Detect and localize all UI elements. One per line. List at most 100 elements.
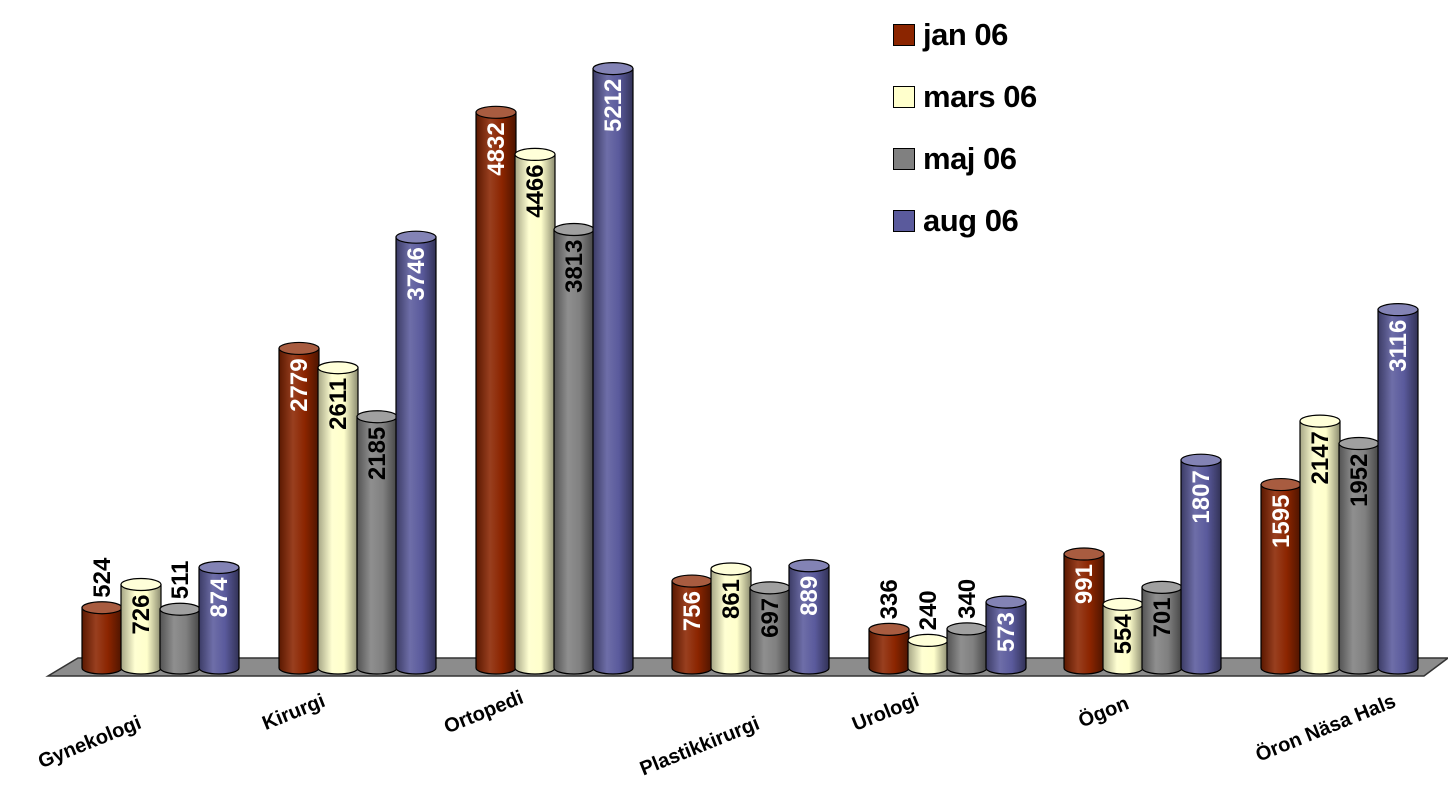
bar-top-plastikkirurgi-maj-06 — [749, 581, 791, 595]
bar-value-label-urologi-jan-06: 336 — [876, 579, 903, 619]
bar-oron-nasa-hals-jan-06: 1595 — [1260, 477, 1302, 675]
bar-urologi-aug-06: 573 — [985, 595, 1027, 675]
bar-body-ortopedi-maj-06 — [553, 228, 595, 675]
bar-body-oron-nasa-hals-aug-06 — [1377, 309, 1419, 675]
bar-value-label-gynekologi-maj-06: 511 — [167, 561, 194, 600]
bar-top-plastikkirurgi-mars-06 — [710, 562, 752, 576]
bar-body-plastikkirurgi-aug-06 — [788, 565, 830, 675]
bar-body-gynekologi-jan-06 — [81, 607, 123, 675]
bar-ortopedi-maj-06: 3813 — [553, 222, 595, 675]
bar-plastikkirurgi-maj-06: 697 — [749, 581, 791, 675]
bar-value-label-gynekologi-mars-06: 726 — [128, 595, 155, 635]
bar-value-label-kirurgi-aug-06: 3746 — [403, 247, 430, 300]
bar-value-label-gynekologi-jan-06: 524 — [89, 557, 116, 598]
bar-top-gynekologi-jan-06 — [81, 601, 123, 615]
category-label-ortopedi: Ortopedi — [441, 687, 527, 739]
bar-body-ogon-aug-06 — [1180, 459, 1222, 675]
bar-value-label-plastikkirurgi-maj-06: 697 — [757, 598, 784, 638]
bar-kirurgi-aug-06: 3746 — [395, 230, 437, 675]
bar-ogon-maj-06: 701 — [1141, 580, 1183, 675]
bar-value-label-ogon-maj-06: 701 — [1149, 597, 1176, 637]
bar-top-ortopedi-jan-06 — [475, 105, 517, 119]
bar-urologi-mars-06: 240 — [907, 590, 949, 675]
category-label-kirurgi: Kirurgi — [259, 690, 328, 735]
bar-value-label-oron-nasa-hals-aug-06: 3116 — [1385, 320, 1412, 372]
category-label-plastikkirurgi: Plastikkirurgi — [637, 713, 763, 781]
bar-value-label-kirurgi-jan-06: 2779 — [286, 358, 313, 411]
legend-label-mars-06: mars 06 — [923, 79, 1037, 114]
bar-top-gynekologi-maj-06 — [159, 602, 201, 616]
bar-plastikkirurgi-mars-06: 861 — [710, 562, 752, 675]
bar-value-label-plastikkirurgi-jan-06: 756 — [679, 591, 706, 631]
bar-top-kirurgi-jan-06 — [278, 341, 320, 356]
bar-urologi-maj-06: 340 — [946, 579, 988, 675]
bar-top-ogon-mars-06 — [1102, 597, 1144, 611]
bar-top-gynekologi-aug-06 — [198, 560, 240, 575]
bar-body-kirurgi-aug-06 — [395, 236, 437, 675]
bar-value-label-ogon-aug-06: 1807 — [1188, 470, 1215, 523]
bar-top-oron-nasa-hals-mars-06 — [1299, 414, 1341, 428]
legend-item-maj-06[interactable]: maj 06 — [893, 128, 1037, 190]
bar-value-label-ortopedi-aug-06: 5212 — [600, 79, 627, 132]
bar-body-gynekologi-maj-06 — [159, 608, 201, 675]
bar-body-gynekologi-aug-06 — [198, 566, 240, 675]
bar-value-label-oron-nasa-hals-mars-06: 2147 — [1307, 431, 1334, 484]
bar-top-plastikkirurgi-jan-06 — [671, 574, 713, 588]
bar-gynekologi-maj-06: 511 — [159, 561, 201, 675]
bar-gynekologi-mars-06: 726 — [120, 577, 162, 675]
bar-ortopedi-aug-06: 5212 — [592, 62, 634, 675]
bar-top-ogon-maj-06 — [1141, 580, 1183, 594]
legend-swatch-maj-06 — [893, 148, 915, 170]
bar-body-urologi-jan-06 — [868, 628, 910, 675]
bar-value-label-oron-nasa-hals-jan-06: 1595 — [1268, 495, 1295, 548]
bar-plastikkirurgi-aug-06: 889 — [788, 559, 830, 675]
legend-swatch-jan-06 — [893, 24, 915, 46]
bar-ogon-aug-06: 1807 — [1180, 453, 1222, 675]
category-label-gynekologi: Gynekologi — [35, 712, 144, 773]
bar-oron-nasa-hals-aug-06: 3116 — [1377, 303, 1419, 675]
bar-top-oron-nasa-hals-aug-06 — [1377, 303, 1419, 317]
bar-top-ortopedi-mars-06 — [514, 147, 556, 162]
bar-value-label-oron-nasa-hals-maj-06: 1952 — [1346, 454, 1373, 507]
bar-top-urologi-mars-06 — [907, 633, 949, 648]
category-label-oron-nasa-hals: Öron Näsa Hals — [1252, 689, 1399, 766]
bar-value-label-urologi-aug-06: 573 — [993, 612, 1020, 652]
bar-top-ogon-aug-06 — [1180, 453, 1222, 467]
bar-top-urologi-jan-06 — [868, 622, 910, 636]
bar-ortopedi-jan-06: 4832 — [475, 105, 517, 675]
legend-item-aug-06[interactable]: aug 06 — [893, 190, 1037, 252]
bar-value-label-urologi-mars-06: 240 — [915, 590, 942, 630]
bar-value-label-kirurgi-maj-06: 2185 — [364, 427, 391, 480]
bar-value-label-ortopedi-mars-06: 4466 — [522, 164, 549, 217]
bar-top-urologi-maj-06 — [946, 622, 988, 636]
bar-top-kirurgi-maj-06 — [356, 410, 398, 424]
bar-top-kirurgi-mars-06 — [317, 361, 359, 375]
bar-top-ogon-jan-06 — [1063, 547, 1105, 561]
bar-kirurgi-mars-06: 2611 — [317, 361, 359, 675]
legend-label-maj-06: maj 06 — [923, 141, 1017, 176]
bar-oron-nasa-hals-mars-06: 2147 — [1299, 414, 1341, 675]
legend: jan 06 mars 06 maj 06 aug 06 — [893, 4, 1037, 252]
bar-urologi-jan-06: 336 — [868, 579, 910, 675]
bar-top-plastikkirurgi-aug-06 — [788, 559, 830, 573]
bar-value-label-ogon-jan-06: 991 — [1071, 564, 1098, 604]
bar-body-urologi-maj-06 — [946, 628, 988, 675]
legend-label-aug-06: aug 06 — [923, 203, 1019, 238]
bar-top-gynekologi-mars-06 — [120, 577, 162, 592]
bar-top-urologi-aug-06 — [985, 595, 1027, 609]
bar-oron-nasa-hals-maj-06: 1952 — [1338, 436, 1380, 675]
bar-kirurgi-jan-06: 2779 — [278, 341, 320, 675]
bar-value-label-ortopedi-jan-06: 4832 — [483, 122, 510, 175]
bar-value-label-plastikkirurgi-aug-06: 889 — [796, 576, 823, 616]
bar-body-ortopedi-jan-06 — [475, 111, 517, 675]
legend-item-mars-06[interactable]: mars 06 — [893, 66, 1037, 128]
legend-item-jan-06[interactable]: jan 06 — [893, 4, 1037, 66]
bar-value-label-ogon-mars-06: 554 — [1110, 614, 1137, 655]
category-label-urologi: Urologi — [849, 689, 922, 736]
bar-ogon-mars-06: 554 — [1102, 597, 1144, 675]
category-label-ogon: Ögon — [1075, 692, 1132, 733]
bar-top-oron-nasa-hals-maj-06 — [1338, 436, 1380, 451]
bar-gynekologi-aug-06: 874 — [198, 560, 240, 675]
bar-series-group: 524 726 511 874 2779 2611 2185 3746 4832 4466 3813… — [81, 62, 1419, 675]
